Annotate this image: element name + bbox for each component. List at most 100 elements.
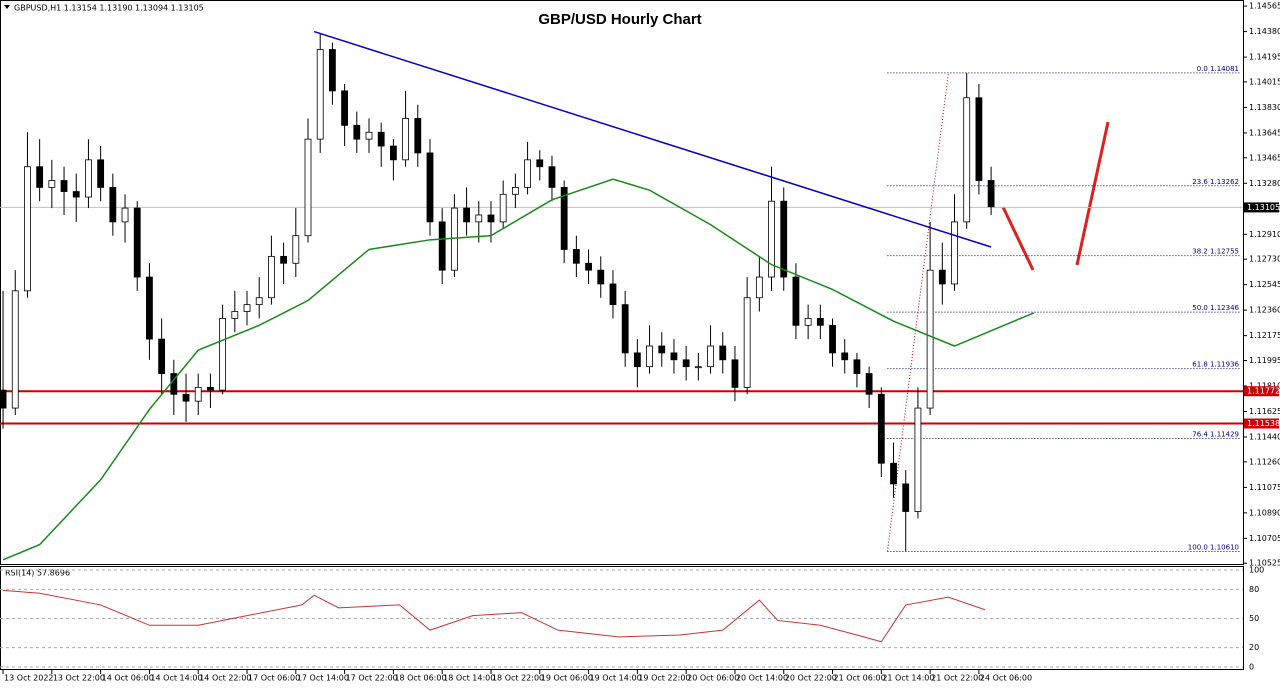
candle-body: [755, 276, 763, 299]
candle-body: [865, 373, 873, 395]
candle-body: [926, 269, 934, 409]
x-tick-label: 21 Oct 22:00: [931, 674, 983, 683]
level-label: 1.11538: [1247, 419, 1280, 428]
candle-body: [365, 131, 373, 140]
candle-body: [560, 187, 568, 250]
x-tick-label: 17 Oct 22:00: [346, 674, 398, 683]
candle-body: [182, 393, 190, 402]
candle-body: [816, 318, 824, 326]
candle-body: [987, 180, 995, 208]
y-tick-label: 1.10525: [1249, 559, 1280, 568]
candle-body: [255, 297, 263, 306]
candle-body: [329, 49, 336, 92]
candle-body: [658, 345, 666, 354]
candle-body: [938, 269, 946, 285]
candle-body: [719, 345, 727, 361]
price-label: 1.13105: [1247, 203, 1280, 212]
x-tick-label: 14 Oct 06:00: [102, 674, 154, 683]
x-tick-label: 17 Oct 14:00: [297, 674, 349, 683]
candle-body: [499, 193, 507, 223]
candle-body: [11, 290, 19, 409]
candle-body: [597, 269, 605, 285]
x-tick-label: 14 Oct 14:00: [150, 674, 202, 683]
candle-body: [536, 159, 544, 168]
y-tick-label: 1.11440: [1249, 433, 1280, 442]
x-tick-label: 18 Oct 14:00: [443, 674, 495, 683]
x-tick-label: 18 Oct 06:00: [394, 674, 446, 683]
y-tick-label: 1.10705: [1249, 534, 1280, 543]
x-tick-label: 19 Oct 14:00: [590, 674, 642, 683]
candle-body: [207, 386, 214, 391]
candle-body: [670, 352, 678, 361]
fib-label: 76.4 1.11429: [1192, 431, 1239, 439]
candle-body: [585, 262, 592, 271]
candle-body: [487, 214, 495, 223]
y-tick-label: 1.12910: [1249, 230, 1280, 239]
y-tick-label: 1.12545: [1249, 280, 1280, 289]
candle-body: [853, 359, 861, 374]
y-tick-label: 1.10890: [1249, 508, 1280, 517]
candle-body: [353, 124, 361, 140]
x-tick-label: 13 Oct 22:00: [53, 674, 105, 683]
y-tick-label: 1.13465: [1249, 153, 1280, 162]
candle-body: [133, 207, 141, 278]
candle-body: [682, 359, 690, 368]
candle-body: [768, 200, 775, 278]
candle-body: [548, 166, 556, 188]
y-tick-label: 1.14195: [1249, 53, 1280, 62]
candle-body: [304, 138, 312, 237]
candle-body: [475, 214, 483, 223]
candle-body: [731, 359, 739, 388]
main-frame: [0, 0, 1244, 565]
candle-body: [316, 49, 324, 140]
candle-body: [951, 221, 958, 285]
fib-diagonal: [886, 72, 949, 552]
candle-body: [243, 304, 251, 312]
candle-body: [146, 276, 153, 340]
x-tick-label: 21 Oct 14:00: [882, 674, 934, 683]
header: GBPUSD,H1 1.13154 1.13190 1.13094 1.1310…: [14, 4, 204, 13]
candle-body: [511, 187, 519, 195]
candle-body: [280, 255, 288, 264]
candle-body: [877, 393, 885, 464]
candle-body: [646, 345, 653, 368]
candle-body: [463, 207, 470, 223]
candle-body: [402, 118, 409, 161]
candle-body: [36, 166, 44, 188]
y-tick-label: 1.12175: [1249, 331, 1280, 340]
x-tick-label: 19 Oct 22:00: [638, 674, 690, 683]
y-tick-label: 1.12730: [1249, 255, 1280, 264]
candle-body: [219, 318, 227, 391]
candle-body: [0, 389, 7, 409]
header-icon: [4, 5, 10, 9]
level-box: [1244, 418, 1279, 429]
rsi-label: RSI(14) 57.8696: [5, 569, 70, 578]
candle-body: [438, 221, 446, 271]
candle-body: [85, 159, 92, 198]
candle-body: [621, 304, 629, 354]
candle-body: [963, 97, 971, 223]
x-tick-label: 21 Oct 06:00: [834, 674, 886, 683]
candle-body: [60, 180, 68, 192]
candle-body: [572, 249, 580, 264]
candle-body: [694, 366, 702, 369]
fib-label: 23.6 1.13262: [1192, 178, 1239, 186]
candle-body: [426, 152, 434, 223]
x-tick-label: 14 Oct 22:00: [199, 674, 251, 683]
down-arrow: [1001, 206, 1035, 271]
candle-body: [902, 483, 910, 512]
y-tick-label: 1.14380: [1249, 27, 1280, 36]
trendline: [313, 30, 992, 248]
candle-body: [109, 187, 117, 223]
candle-body: [743, 297, 751, 388]
candle-body: [158, 338, 166, 374]
x-tick-label: 20 Oct 14:00: [736, 674, 788, 683]
fib-label: 50.0 1.12346: [1192, 304, 1239, 312]
candle-body: [792, 276, 800, 326]
x-tick-label: 13 Oct 2022: [4, 674, 53, 683]
y-tick-label: 1.11075: [1249, 483, 1280, 492]
fib-label: 100.0 1.10610: [1188, 543, 1239, 551]
rsi-tick-label: 20: [1249, 643, 1259, 652]
x-tick-label: 19 Oct 06:00: [541, 674, 593, 683]
